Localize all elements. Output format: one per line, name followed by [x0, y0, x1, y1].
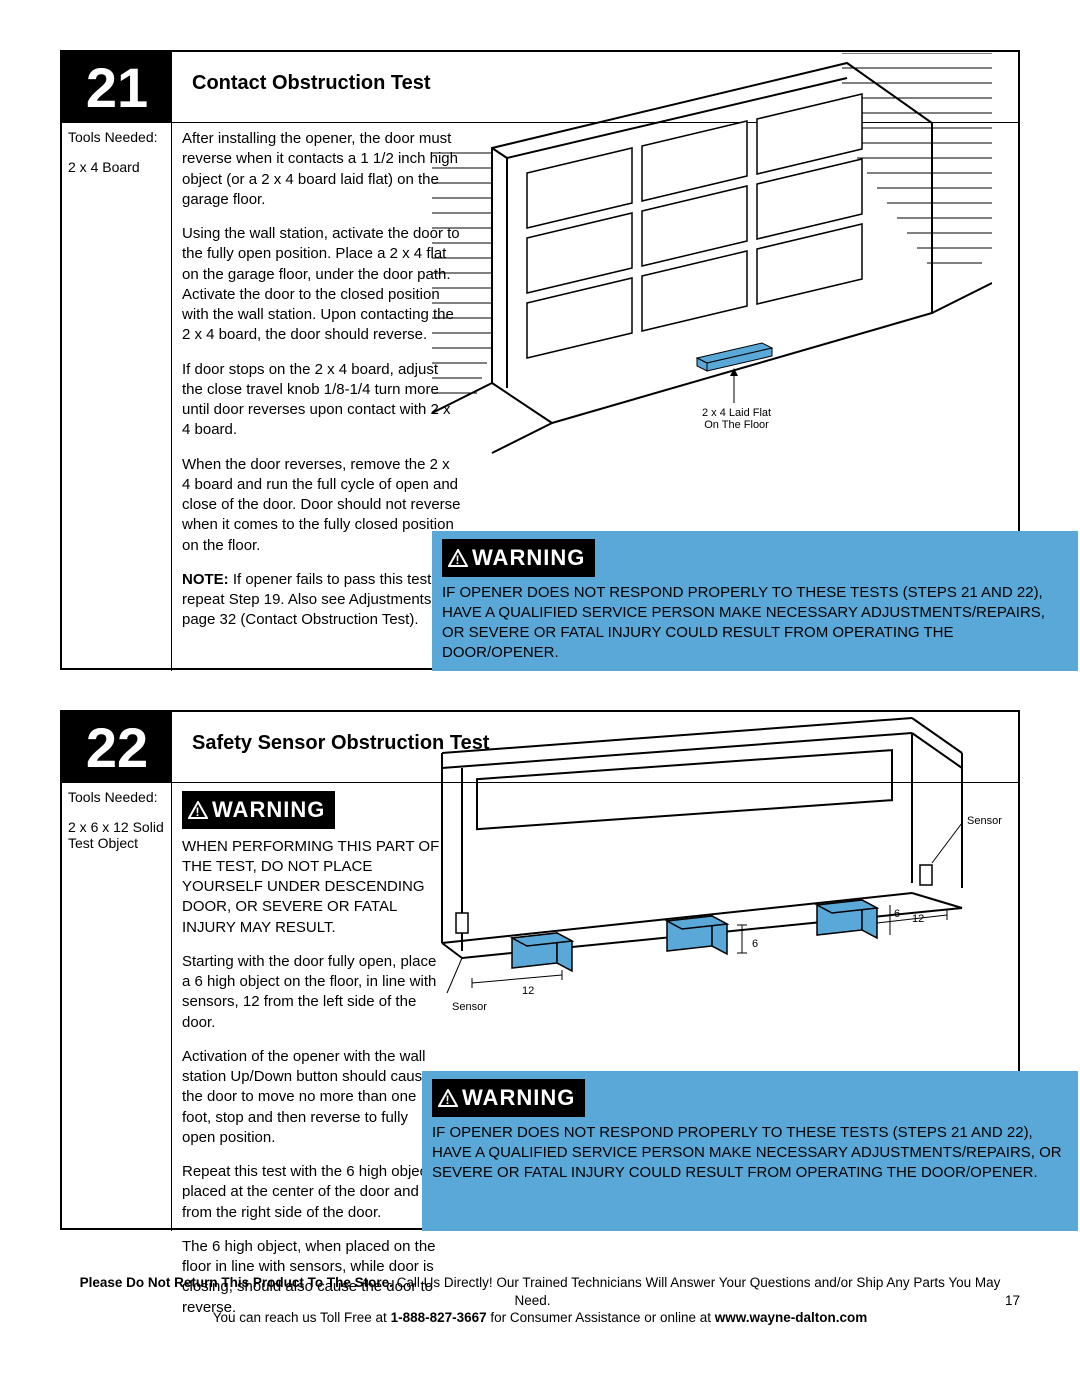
instruction-p4: When the door reverses, remove the 2 x 4…: [182, 455, 462, 556]
step-21-tools: Tools Needed: 2 x 4 Board: [62, 123, 172, 671]
board-label-2: On The Floor: [702, 419, 771, 431]
instruction-p5: NOTE: If opener fails to pass this test,…: [182, 570, 462, 631]
step-22-warning-box: ! WARNING IF OPENER DOES NOT RESPOND PRO…: [422, 1071, 1078, 1231]
dim-6-center: 6: [752, 938, 758, 950]
warning-label: WARNING: [212, 797, 325, 822]
sensor-left-label: Sensor: [452, 1001, 487, 1013]
warning-triangle-icon: !: [438, 1089, 458, 1107]
warning1-text: WHEN PERFORMING THIS PART OF THE TEST, D…: [182, 837, 442, 938]
step-22-number: 22: [62, 712, 172, 782]
board-label-1: 2 x 4 Laid Flat: [702, 407, 771, 419]
step-21-diagram: 2 x 4 Laid Flat On The Floor ! WARNING I…: [472, 123, 1018, 671]
manual-page: 21 Contact Obstruction Test Tools Needed…: [0, 0, 1080, 1347]
warning-triangle-icon: !: [448, 549, 468, 567]
warning-label: WARNING: [472, 545, 585, 570]
instruction-p4: The 6 high object, when placed on the fl…: [182, 1237, 442, 1318]
step-21-instructions: After installing the opener, the door mu…: [172, 123, 472, 671]
tools-item: 2 x 4 Board: [68, 159, 165, 175]
instruction-p3: If door stops on the 2 x 4 board, adjust…: [182, 360, 462, 441]
step-21-number: 21: [62, 52, 172, 122]
instruction-p2: Activation of the opener with the wall s…: [182, 1047, 442, 1148]
note-prefix: NOTE:: [182, 571, 229, 588]
step-21-box: 21 Contact Obstruction Test Tools Needed…: [60, 50, 1020, 670]
svg-text:!: !: [456, 553, 461, 567]
step-21-warning-box: ! WARNING IF OPENER DOES NOT RESPOND PRO…: [432, 531, 1078, 671]
svg-text:!: !: [446, 1093, 451, 1107]
diagram-board-label: 2 x 4 Laid Flat On The Floor: [702, 407, 771, 431]
instruction-p1: After installing the opener, the door mu…: [182, 129, 462, 210]
instruction-p3: Repeat this test with the 6 high object …: [182, 1162, 442, 1223]
warning-triangle-icon: !: [188, 801, 208, 819]
sensor-right-label: Sensor: [967, 815, 1002, 827]
warning-badge: ! WARNING: [182, 791, 335, 829]
warning-text: IF OPENER DOES NOT RESPOND PROPERLY TO T…: [442, 583, 1068, 664]
tools-needed-label: Tools Needed:: [68, 789, 165, 805]
tools-needed-label: Tools Needed:: [68, 129, 165, 145]
footer-url: www.wayne-dalton.com: [715, 1310, 868, 1325]
warning-label: WARNING: [462, 1085, 575, 1110]
step-22-instructions: ! WARNING WHEN PERFORMING THIS PART OF T…: [172, 783, 452, 1231]
footer-text-1: Call Us Directly! Our Trained Technician…: [393, 1275, 1001, 1308]
dim-12-right: 12: [912, 913, 924, 925]
tools-item: 2 x 6 x 12 Solid Test Object: [68, 819, 165, 851]
warning-badge: ! WARNING: [432, 1079, 585, 1117]
step-21-body: Tools Needed: 2 x 4 Board After installi…: [62, 123, 1018, 671]
page-number: 17: [1005, 1292, 1020, 1310]
warning-text: IF OPENER DOES NOT RESPOND PROPERLY TO T…: [432, 1123, 1068, 1184]
instruction-p1: Starting with the door fully open, place…: [182, 952, 442, 1033]
footer-text-2c: for Consumer Assistance or online at: [487, 1310, 715, 1325]
dim-6-right: 6: [894, 908, 900, 920]
step-22-diagram: Sensor Sensor 12 6 12 6 ! WARNING IF OPE…: [452, 783, 1018, 1231]
sensor-diagram-svg: [422, 713, 1022, 1013]
step-22-body: Tools Needed: 2 x 6 x 12 Solid Test Obje…: [62, 783, 1018, 1231]
warning-badge: ! WARNING: [442, 539, 595, 577]
instruction-p2: Using the wall station, activate the doo…: [182, 224, 462, 346]
step-22-box: 22 Safety Sensor Obstruction Test Tools …: [60, 710, 1020, 1230]
dim-12-left: 12: [522, 985, 534, 997]
step-22-tools: Tools Needed: 2 x 6 x 12 Solid Test Obje…: [62, 783, 172, 1231]
svg-text:!: !: [196, 805, 201, 819]
